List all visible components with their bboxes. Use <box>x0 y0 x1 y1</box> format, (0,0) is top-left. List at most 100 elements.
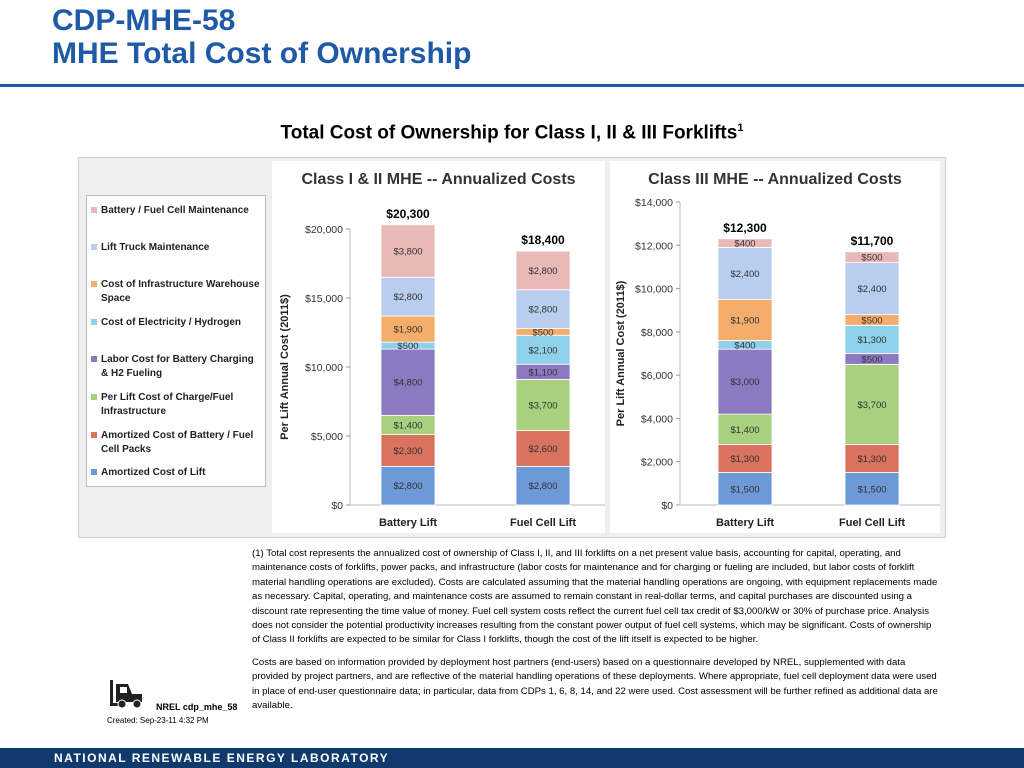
bar-segment <box>515 250 571 291</box>
bar-segment <box>380 465 436 506</box>
y-tick-label: $0 <box>331 500 343 512</box>
bar-segment-label: $1,300 <box>730 454 759 465</box>
bar-segment <box>515 465 571 506</box>
chart-class-3-svg: $0 $2,000 $4,000 $6,000 $8,000 $10,000 $12,000… <box>615 197 940 529</box>
legend-label: Cost of Electricity / Hydrogen <box>101 317 242 328</box>
legend-swatch <box>91 356 97 362</box>
legend-swatch <box>91 394 97 400</box>
y-tick-label: $10,000 <box>305 362 343 374</box>
x-category-label: Battery Lift <box>716 517 774 529</box>
bar-segment <box>844 472 900 506</box>
bar-segment-label: $2,800 <box>528 305 557 316</box>
bar-segment-label: $500 <box>397 341 418 352</box>
chart-heading-text: Total Cost of Ownership for Class I, II … <box>280 122 738 144</box>
bar-segment-label: $500 <box>861 354 882 365</box>
y-tick-label: $12,000 <box>635 240 673 252</box>
y-tick-label: $0 <box>661 500 673 512</box>
bar-segment-label: $1,900 <box>393 325 422 336</box>
bar-segment-label: $4,800 <box>393 378 422 389</box>
legend-label: Amortized Cost of Battery / Fuel Cell Pa… <box>101 430 254 455</box>
chart-heading: Total Cost of Ownership for Class I, II … <box>0 122 1024 144</box>
legend-label: Amortized Cost of Lift <box>101 467 206 478</box>
bar-segment-label: $2,100 <box>528 345 557 356</box>
chart-heading-footnote-marker: 1 <box>737 122 744 134</box>
logo-label: NREL cdp_mhe_58 <box>156 702 238 712</box>
bar-segment-label: $2,300 <box>393 446 422 457</box>
bar-segment <box>515 430 571 467</box>
bar-total-label: $18,400 <box>521 233 565 247</box>
legend-label: Lift Truck Maintenance <box>101 242 210 253</box>
bar-segment <box>380 276 436 317</box>
bar-total-label: $11,700 <box>851 234 894 248</box>
bar-segment-label: $2,800 <box>393 481 422 492</box>
y-tick-label: $20,000 <box>305 224 343 236</box>
y-tick-label: $14,000 <box>635 197 673 209</box>
legend-label: Labor Cost for Battery Charging & H2 Fue… <box>101 354 254 379</box>
legend-label: Per Lift Cost of Charge/Fuel Infrastruct… <box>101 392 234 417</box>
bar-segment-label: $2,800 <box>393 292 422 303</box>
bar-segment <box>717 472 773 506</box>
bar-segment-label: $3,700 <box>857 400 886 411</box>
bar-segment-label: $2,400 <box>857 284 886 295</box>
legend-label: Cost of Infrastructure Warehouse Space <box>101 279 260 304</box>
bar-segment-label: $1,900 <box>730 315 759 326</box>
bar-segment <box>717 413 773 445</box>
created-timestamp: Created: Sep-23-11 4:32 PM <box>107 716 209 725</box>
bar-segment <box>844 363 900 445</box>
legend-swatch <box>91 207 97 213</box>
bar-segment <box>515 379 571 431</box>
bar-segment <box>717 247 773 300</box>
slide-title-line1: CDP-MHE-58 <box>52 4 236 37</box>
bar-segment-label: $1,400 <box>393 420 422 431</box>
bar-segment-label: $2,400 <box>730 269 759 280</box>
bar-segment-label: $3,000 <box>730 377 759 388</box>
legend-swatch <box>91 469 97 475</box>
y-tick-label: $2,000 <box>641 457 673 469</box>
slide-title: CDP-MHE-58 MHE Total Cost of Ownership <box>52 4 471 70</box>
legend-swatch <box>91 319 97 325</box>
forklift-icon <box>108 678 148 710</box>
legend-label: Battery / Fuel Cell Maintenance <box>101 205 249 216</box>
x-category-label: Battery Lift <box>379 517 437 529</box>
bar-segment <box>844 443 900 473</box>
y-axis-title: Per Lift Annual Cost (2011$) <box>279 294 291 440</box>
bar-segment <box>380 224 436 278</box>
chart-panel-title: Class III MHE -- Annualized Costs <box>648 171 902 188</box>
y-tick-label: $10,000 <box>635 284 673 296</box>
bar-segment-label: $500 <box>532 327 553 338</box>
bar-segment-label: $3,800 <box>393 247 422 258</box>
y-axis-title: Per Lift Annual Cost (2011$) <box>615 280 627 426</box>
title-divider <box>0 84 1024 87</box>
bar-segment-label: $1,500 <box>857 484 886 495</box>
x-category-label: Fuel Cell Lift <box>839 517 905 529</box>
legend-swatch <box>91 432 97 438</box>
bar-total-label: $20,300 <box>386 207 430 221</box>
y-tick-label: $6,000 <box>641 370 673 382</box>
bar-segment <box>380 348 436 416</box>
slide-title-line2: MHE Total Cost of Ownership <box>52 37 472 70</box>
bar-segment <box>717 298 773 341</box>
bar-total-label: $12,300 <box>723 221 767 235</box>
chart-panel-class-3: Class III MHE -- Annualized Costs $0 $2,0… <box>610 161 940 533</box>
bar-segment-label: $500 <box>861 253 882 264</box>
bar-segment <box>844 262 900 315</box>
chart-panel-class-1-2: Class I & II MHE -- Annualized Costs $0 $… <box>272 161 605 533</box>
bar-segment <box>717 238 773 248</box>
bar-segment <box>717 443 773 473</box>
bar-segment-label: $1,400 <box>730 425 759 436</box>
x-category-label: Fuel Cell Lift <box>510 517 576 529</box>
bar-segment-label: $2,600 <box>528 444 557 455</box>
chart-class-1-2-svg: $0 $5,000 $10,000 $15,000 $20,000 Per Lift An… <box>279 207 605 529</box>
footer-bar: NATIONAL RENEWABLE ENERGY LABORATORY <box>0 748 1024 768</box>
chart-panel-title: Class I & II MHE -- Annualized Costs <box>301 171 576 188</box>
bar-segment <box>380 434 436 467</box>
bar-segment-label: $500 <box>861 315 882 326</box>
bar-segment-label: $3,700 <box>528 400 557 411</box>
bar-segment-label: $1,500 <box>730 484 759 495</box>
footnote: (1) Total cost represents the annualized… <box>252 547 938 721</box>
footnote-paragraph: (1) Total cost represents the annualized… <box>252 548 938 646</box>
y-tick-label: $5,000 <box>311 431 343 443</box>
y-tick-label: $8,000 <box>641 327 673 339</box>
footer-text: NATIONAL RENEWABLE ENERGY LABORATORY <box>54 751 390 765</box>
bar-segment-label: $400 <box>734 239 755 250</box>
